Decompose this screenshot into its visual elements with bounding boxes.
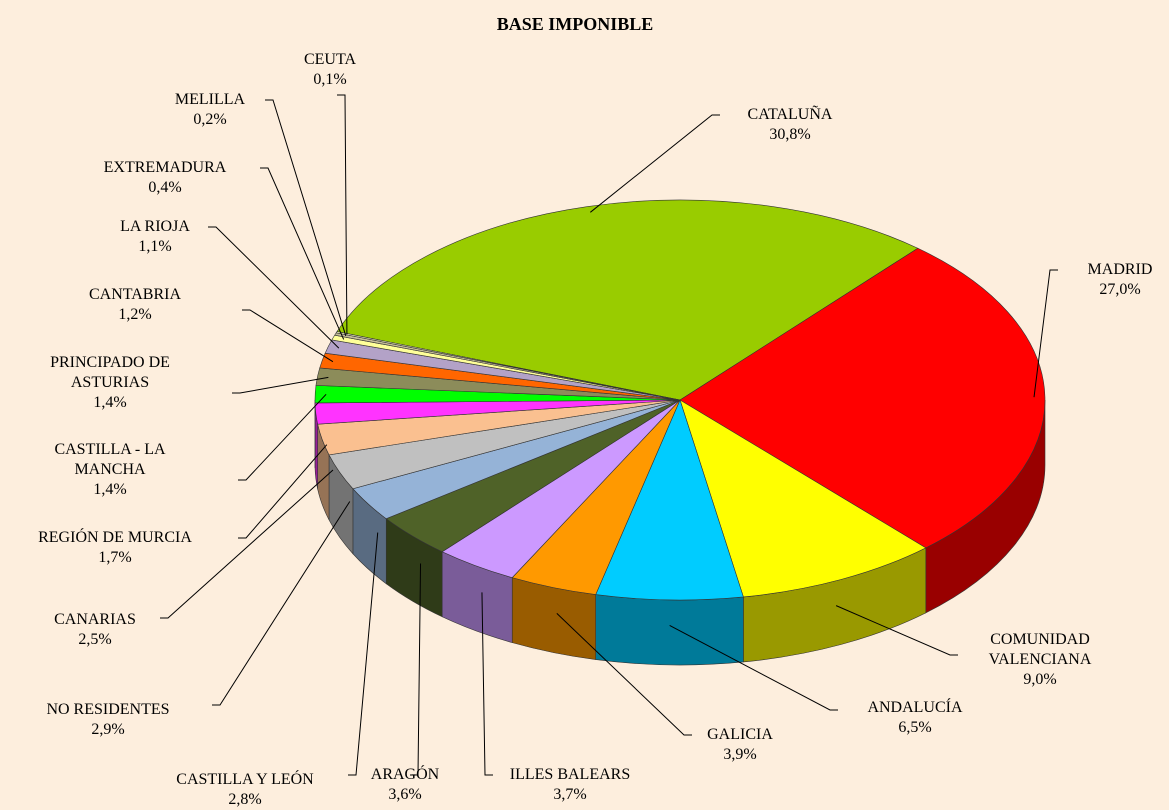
value-label: 1,7%	[98, 549, 132, 566]
leader-line	[238, 393, 327, 481]
value-label: 6,5%	[898, 719, 932, 736]
category-label: MELILLA	[174, 91, 246, 108]
slice	[595, 399, 744, 601]
category-label: CASTILLA - LA MANCHA	[54, 441, 166, 478]
slice	[679, 247, 1046, 549]
slice	[679, 399, 927, 598]
category-label: CANTABRIA	[88, 286, 182, 303]
slice-label: PRINCIPADO DE ASTURIAS 1,4%	[35, 353, 185, 413]
category-label: CATALUÑA	[747, 106, 833, 123]
leader-line	[265, 99, 347, 337]
value-label: 3,7%	[553, 786, 587, 803]
slice-label: NO RESIDENTES 2,9%	[8, 700, 208, 740]
category-label: ANDALUCÍA	[867, 699, 963, 716]
category-label: COMUNIDAD VALENCIANA	[988, 631, 1092, 668]
value-label: 1,1%	[138, 238, 172, 255]
slice-label: MADRID 27,0%	[1060, 260, 1169, 300]
slice-label: MELILLA 0,2%	[140, 90, 280, 130]
slice	[336, 199, 919, 401]
leader-line	[1033, 269, 1058, 398]
slice-label: ILLES BALEARS 3,7%	[490, 765, 650, 805]
value-label: 3,9%	[723, 746, 757, 763]
category-label: REGIÓN DE MURCIA	[38, 529, 192, 546]
category-label: ILLES BALEARS	[509, 766, 631, 783]
value-label: 0,2%	[193, 111, 227, 128]
value-label: 30,8%	[769, 126, 811, 143]
category-label: CEUTA	[303, 51, 357, 68]
slice-label: CEUTA 0,1%	[270, 50, 390, 90]
category-label: CASTILLA Y LEÓN	[176, 771, 314, 788]
value-label: 0,1%	[313, 71, 347, 88]
slice-label: CASTILLA Y LEÓN 2,8%	[145, 770, 345, 810]
category-label: PRINCIPADO DE ASTURIAS	[50, 354, 170, 391]
slice-label: CANARIAS 2,5%	[25, 610, 165, 650]
category-label: LA RIOJA	[120, 218, 190, 235]
value-label: 1,2%	[118, 306, 152, 323]
slice-label: CANTABRIA 1,2%	[55, 285, 215, 325]
leader-line	[238, 444, 328, 539]
leader-line	[232, 376, 329, 394]
leader-line	[208, 226, 340, 349]
leader-line	[260, 167, 345, 340]
value-label: 3,6%	[388, 786, 422, 803]
slice-label: REGIÓN DE MURCIA 1,7%	[0, 528, 230, 568]
slice-label: COMUNIDAD VALENCIANA 9,0%	[965, 630, 1115, 690]
category-label: NO RESIDENTES	[46, 701, 170, 718]
leader-line	[556, 613, 692, 736]
category-label: EXTREMADURA	[103, 159, 227, 176]
category-label: ARAGÓN	[370, 766, 440, 783]
leader-line	[669, 624, 838, 711]
value-label: 2,5%	[78, 631, 112, 648]
slice-label: LA RIOJA 1,1%	[85, 217, 225, 257]
slice-label: GALICIA 3,9%	[680, 725, 800, 765]
leader-line	[481, 592, 493, 776]
category-label: CANARIAS	[54, 611, 136, 628]
slice	[335, 331, 681, 401]
slice-label: CATALUÑA 30,8%	[690, 105, 890, 145]
slice-label: ANDALUCÍA 6,5%	[835, 698, 995, 738]
leader-line	[835, 605, 958, 656]
value-label: 2,8%	[228, 791, 262, 808]
slice-label: ARAGÓN 3,6%	[345, 765, 465, 805]
slice-label: EXTREMADURA 0,4%	[65, 158, 265, 198]
value-label: 1,4%	[93, 481, 127, 498]
leader-line	[160, 469, 334, 619]
value-label: 27,0%	[1099, 281, 1141, 298]
leader-line	[212, 501, 351, 706]
leader-line	[242, 309, 334, 363]
leader-line	[348, 532, 379, 776]
slice-label: CASTILLA - LA MANCHA 1,4%	[35, 440, 185, 500]
leader-line	[337, 94, 348, 335]
category-label: GALICIA	[707, 726, 773, 743]
value-label: 2,9%	[91, 721, 125, 738]
leader-line	[590, 114, 720, 213]
category-label: MADRID	[1087, 261, 1153, 278]
leader-line	[410, 563, 422, 776]
value-label: 9,0%	[1023, 671, 1057, 688]
value-label: 1,4%	[93, 394, 127, 411]
value-label: 0,4%	[148, 179, 182, 196]
slice-side	[595, 594, 744, 666]
chart-title: BASE IMPONIBLE	[496, 14, 654, 34]
